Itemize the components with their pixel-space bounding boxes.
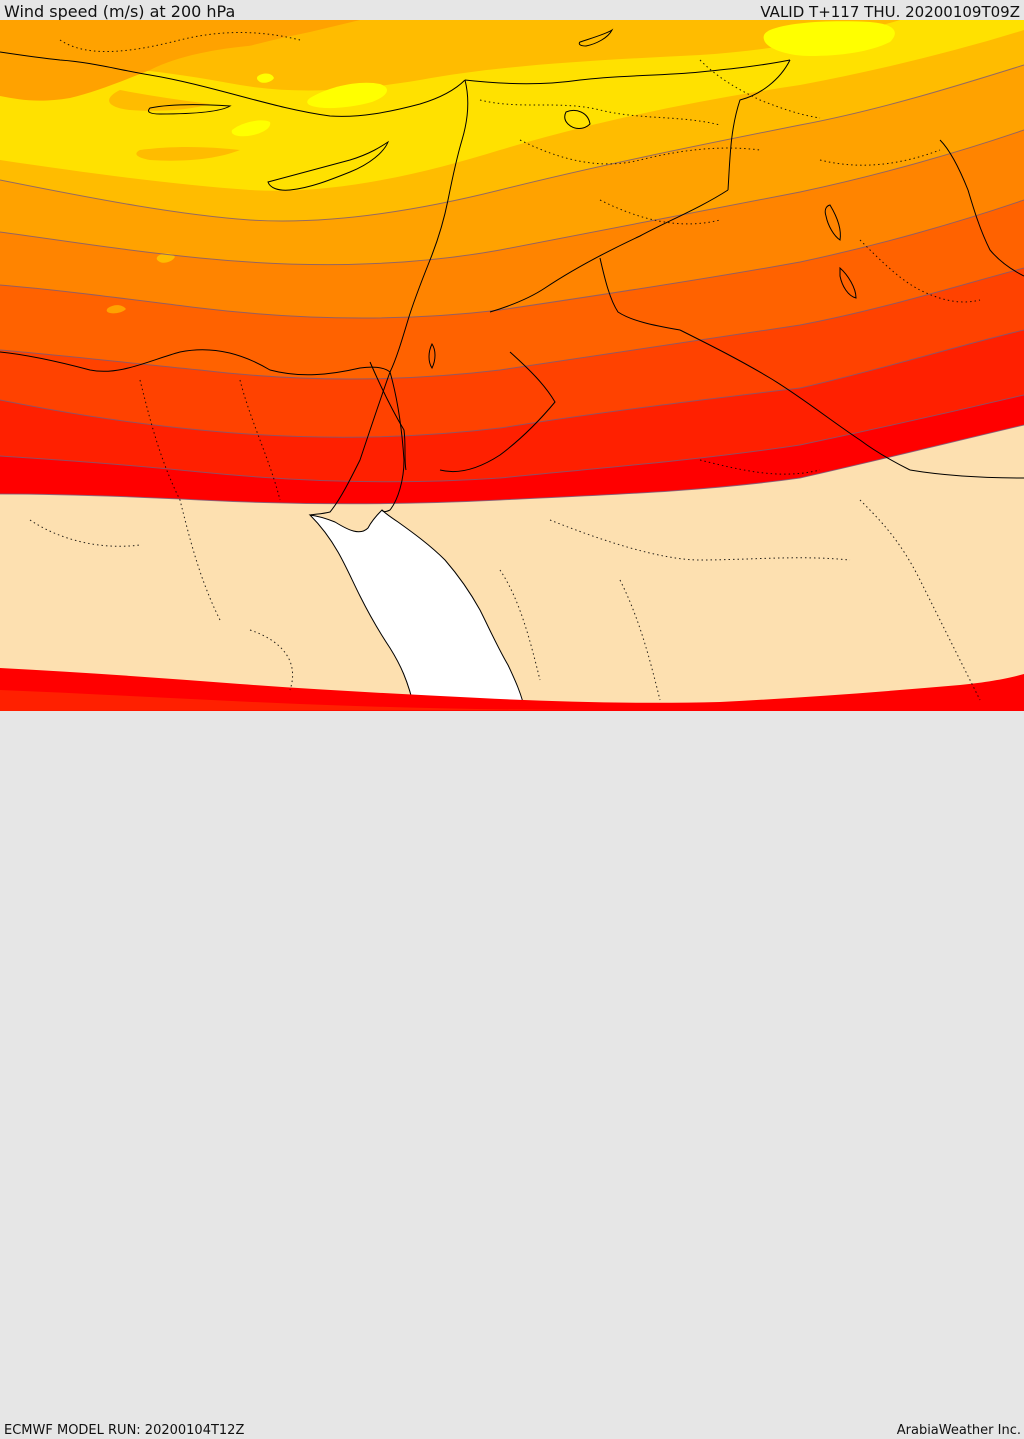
patch-yellow-2	[231, 120, 271, 137]
lake-van	[578, 28, 614, 47]
gulf-east	[939, 139, 1024, 277]
coast-gulf-suez	[309, 371, 391, 516]
gulf-coast	[824, 204, 841, 241]
patch-amber-nw	[200, 20, 560, 77]
border-iraq-saudi	[679, 329, 911, 471]
coast-egypt	[0, 349, 391, 376]
dead-sea	[428, 343, 436, 369]
patch-yellow-3	[256, 73, 274, 83]
border-turkey-syria	[464, 59, 791, 85]
border-egypt-israel	[369, 361, 407, 471]
patch-amber-sm	[136, 147, 240, 161]
coast-anatolia	[0, 51, 466, 117]
pocket-1	[156, 253, 175, 263]
map-title: Wind speed (m/s) at 200 hPa	[4, 2, 236, 21]
credit-label: ArabiaWeather Inc.	[896, 1423, 1021, 1438]
coast-sinai	[381, 371, 405, 512]
model-run-label: ECMWF MODEL RUN: 20200104T12Z	[4, 1423, 245, 1438]
footer-bar: ECMWF MODEL RUN: 20200104T12Z ArabiaWeat…	[0, 711, 1024, 1438]
patch-yellow-1	[307, 82, 387, 109]
border-jordan-saudi	[599, 257, 681, 331]
border-iraq-north	[727, 59, 791, 191]
red-sea	[308, 509, 526, 711]
wind-speed-map[interactable]	[0, 20, 1024, 711]
crete	[147, 104, 232, 115]
lake-tuz	[564, 110, 591, 129]
border-saudi-jordan-west	[439, 351, 556, 473]
coast-levant	[389, 79, 469, 373]
border-kuwait	[909, 469, 1024, 479]
valid-time: VALID T+117 THU. 20200109T09Z	[760, 3, 1020, 21]
patch-amber-mid	[109, 90, 210, 111]
cyprus	[267, 140, 390, 191]
header-bar: Wind speed (m/s) at 200 hPa VALID T+117 …	[0, 0, 1024, 21]
band-south-red	[0, 668, 1024, 711]
patch-yellow-ne	[763, 21, 895, 56]
border-syria-iraq	[489, 189, 729, 313]
qatar	[839, 266, 857, 299]
patch-orange-nw	[0, 20, 360, 101]
pocket-2	[106, 305, 126, 314]
band-gold	[0, 20, 1024, 191]
band-south-redorange	[0, 690, 600, 711]
